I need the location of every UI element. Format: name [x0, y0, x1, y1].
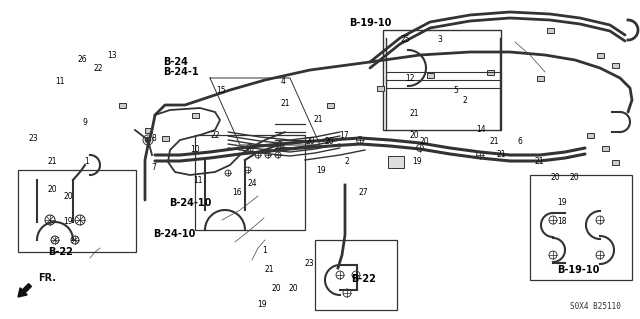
Text: 10: 10 [190, 145, 200, 154]
Text: B-24-1: B-24-1 [163, 67, 199, 77]
Text: 20: 20 [550, 173, 561, 182]
Bar [326, 102, 333, 108]
Text: 16: 16 [232, 189, 242, 197]
Text: 20: 20 [271, 284, 282, 293]
Text: 21: 21 [490, 137, 499, 146]
Text: 18: 18 [557, 217, 566, 226]
Text: 17: 17 [339, 131, 349, 140]
Bar [388, 156, 404, 168]
Text: 19: 19 [412, 157, 422, 166]
Text: 2: 2 [344, 157, 349, 166]
Text: 12: 12 [405, 74, 414, 83]
Bar [191, 113, 198, 117]
Text: 15: 15 [216, 86, 226, 95]
Text: 3: 3 [438, 35, 443, 44]
Text: 23: 23 [304, 259, 314, 268]
Text: 22: 22 [93, 64, 102, 73]
Bar [602, 145, 609, 151]
Text: 1: 1 [262, 246, 267, 255]
Text: B-24-10: B-24-10 [170, 197, 212, 208]
Bar [145, 128, 152, 132]
Text: 19: 19 [63, 217, 74, 226]
Bar [611, 160, 618, 165]
Circle shape [145, 137, 151, 143]
Bar [118, 102, 125, 108]
Text: 9: 9 [83, 118, 88, 127]
Text: B-24: B-24 [163, 57, 188, 67]
Bar [195, 135, 305, 230]
Text: 20: 20 [63, 192, 74, 201]
FancyArrow shape [18, 284, 31, 297]
Bar [161, 136, 168, 140]
Text: 11: 11 [55, 77, 64, 86]
Text: 2: 2 [463, 96, 468, 105]
Bar [315, 240, 397, 310]
Bar [611, 63, 618, 68]
Text: 21: 21 [410, 109, 419, 118]
Text: B-24-10: B-24-10 [154, 229, 196, 240]
Bar [596, 53, 604, 57]
Text: 20: 20 [570, 173, 580, 182]
Text: 21: 21 [264, 265, 273, 274]
Bar [486, 70, 493, 75]
Text: 27: 27 [358, 189, 368, 197]
Text: 22: 22 [211, 131, 220, 140]
Text: 8: 8 [151, 134, 156, 143]
Bar [18, 170, 136, 252]
Text: 14: 14 [476, 125, 486, 134]
Text: 21: 21 [314, 115, 323, 124]
Text: 5: 5 [453, 86, 458, 95]
Text: 20: 20 [47, 185, 58, 194]
Text: 19: 19 [316, 166, 326, 175]
Text: B-19-10: B-19-10 [349, 18, 391, 28]
Text: 13: 13 [107, 51, 117, 60]
Bar [376, 85, 383, 91]
Text: 21: 21 [281, 99, 290, 108]
Text: 20: 20 [305, 137, 316, 146]
Bar [530, 175, 632, 280]
Bar [383, 30, 501, 130]
Bar [536, 76, 543, 80]
Text: 4: 4 [281, 77, 286, 86]
Text: 20: 20 [288, 284, 298, 293]
Text: 20: 20 [410, 131, 420, 140]
Text: 24: 24 [248, 179, 258, 188]
Text: 21: 21 [497, 150, 506, 159]
Text: 26: 26 [77, 55, 87, 63]
Text: 23: 23 [28, 134, 38, 143]
Text: 11: 11 [194, 176, 203, 185]
Text: 19: 19 [257, 300, 268, 309]
Text: 19: 19 [557, 198, 567, 207]
Text: S0X4 B25110: S0X4 B25110 [570, 302, 620, 311]
Text: 6: 6 [517, 137, 522, 146]
Bar [586, 132, 593, 137]
Text: 20: 20 [419, 137, 429, 146]
Text: B-22: B-22 [351, 274, 376, 284]
Text: 21: 21 [48, 157, 57, 166]
Text: B-22: B-22 [48, 247, 73, 257]
Text: 25: 25 [400, 35, 410, 44]
Text: B-19-10: B-19-10 [557, 264, 599, 275]
Text: 1: 1 [84, 157, 89, 166]
Text: 20: 20 [324, 137, 335, 146]
Bar [547, 27, 554, 33]
Text: 21: 21 [535, 157, 544, 166]
Text: FR.: FR. [38, 273, 56, 283]
Text: 7: 7 [151, 163, 156, 172]
Bar [426, 72, 433, 78]
